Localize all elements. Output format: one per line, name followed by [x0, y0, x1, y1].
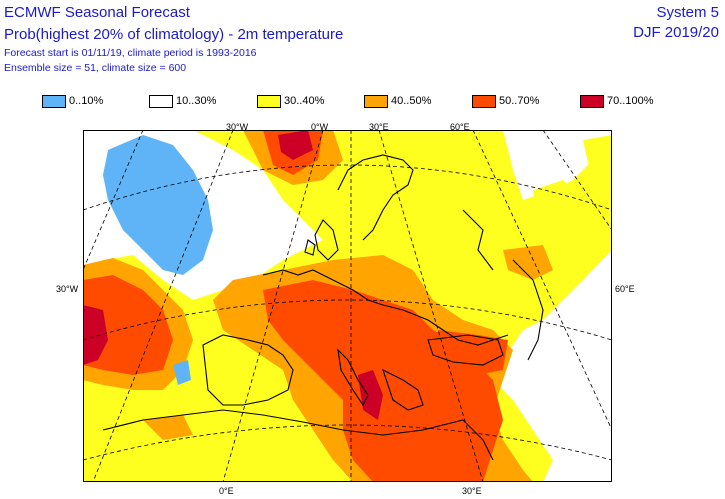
grid-label-30w-left: 30°W [56, 284, 79, 294]
grid-label-0-bottom: 0°E [219, 486, 234, 496]
grid-label-60e-right: 60°E [615, 284, 635, 294]
ensemble-info: Ensemble size = 51, climate size = 600 [4, 62, 187, 74]
legend-label: 10..30% [176, 95, 217, 107]
map-subtitle: Prob(highest 20% of climatology) - 2m te… [4, 26, 344, 43]
graticule [83, 130, 612, 482]
legend-label: 40..50% [391, 95, 432, 107]
legend-swatch [42, 95, 66, 108]
grid-label-0-top: 0°W [311, 122, 329, 132]
region-70-100 [83, 130, 383, 420]
grid-label-30e-top: 30°E [369, 122, 389, 132]
grid-label-30w-top: 30°W [226, 122, 249, 132]
grid-label-60e-top: 60°E [450, 122, 470, 132]
region-50-70 [83, 130, 508, 482]
legend-label: 30..40% [284, 95, 325, 107]
probability-map [83, 130, 612, 482]
system-label: System 5 [656, 4, 719, 21]
legend-label: 50..70% [499, 95, 540, 107]
legend: 0..10% 10..30% 30..40% 40..50% 50..70% 7… [0, 94, 725, 114]
legend-swatch [580, 95, 604, 108]
map-title: ECMWF Seasonal Forecast [4, 4, 190, 21]
season-label: DJF 2019/20 [633, 24, 719, 41]
grid-label-30e-bottom: 30°E [462, 486, 482, 496]
forecast-info: Forecast start is 01/11/19, climate peri… [4, 47, 257, 59]
map-frame [83, 130, 612, 482]
legend-label: 70..100% [607, 95, 654, 107]
coastlines [102, 154, 544, 461]
legend-swatch [257, 95, 281, 108]
legend-label: 0..10% [69, 95, 104, 107]
legend-swatch [472, 95, 496, 108]
legend-swatch [364, 95, 388, 108]
legend-swatch [149, 95, 173, 108]
region-0-10 [103, 135, 213, 385]
